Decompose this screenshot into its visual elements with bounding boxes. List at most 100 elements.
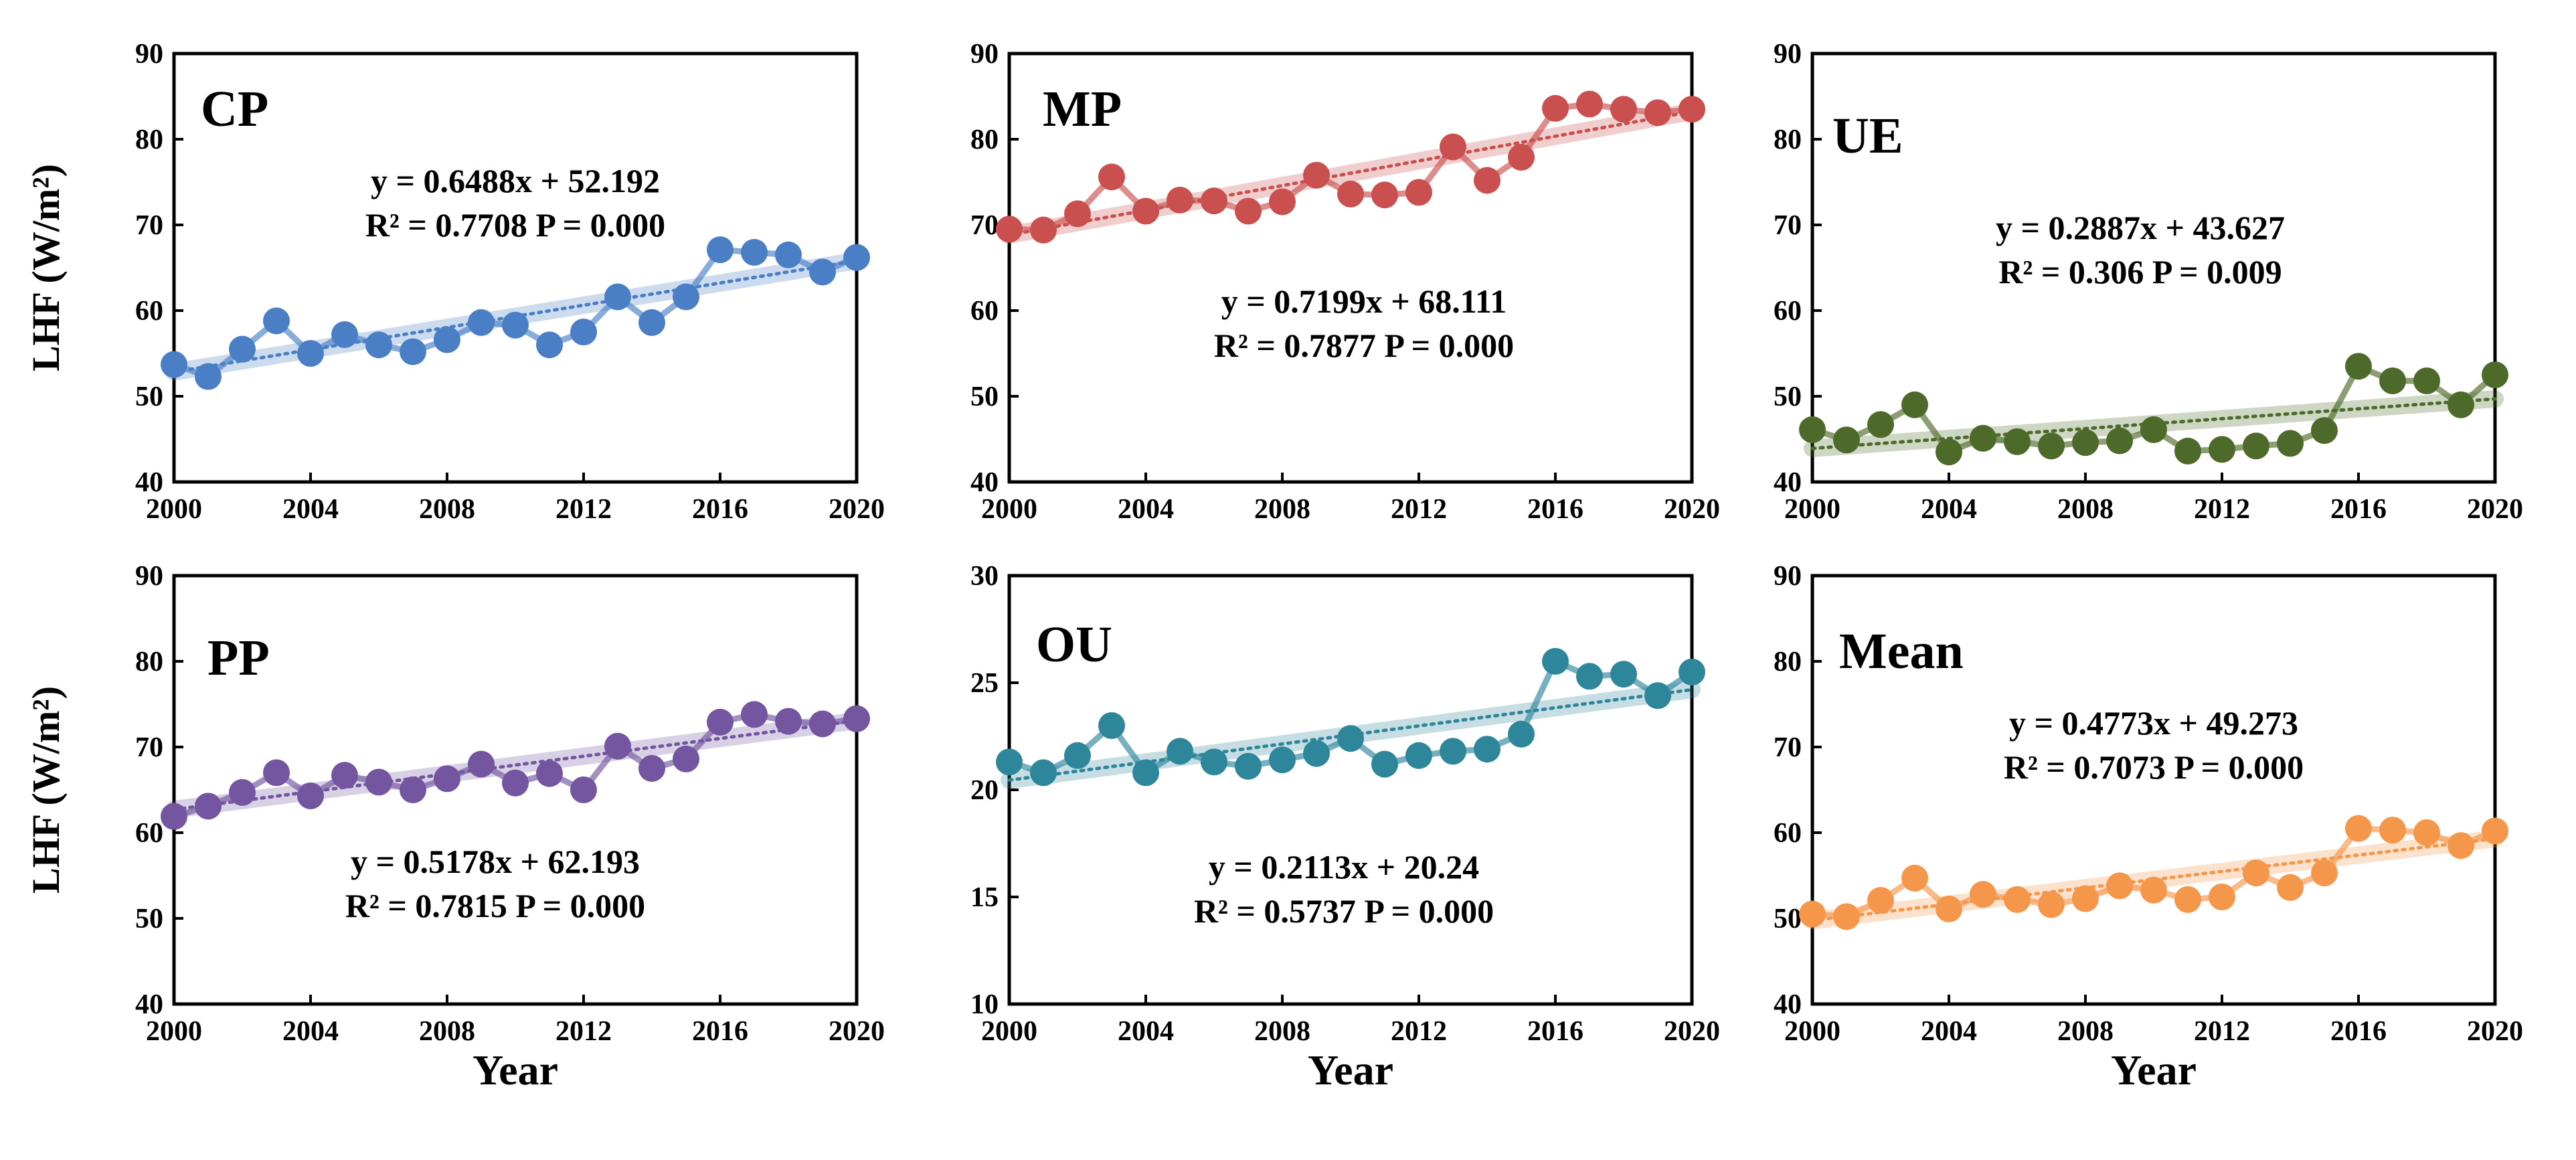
panel-title: Mean [1839, 623, 1964, 679]
x-tick-label: 2000 [1784, 494, 1840, 525]
data-point [1610, 96, 1637, 123]
data-point [1542, 94, 1569, 122]
data-point [1030, 216, 1057, 244]
x-tick-label: 2008 [2057, 494, 2114, 525]
regression-stats: R² = 0.7708 P = 0.000 [365, 206, 665, 244]
data-point [1833, 426, 1860, 454]
data-point [1901, 391, 1928, 418]
y-tick-label: 80 [135, 125, 163, 155]
data-point [434, 765, 460, 793]
y-tick-label: 20 [970, 775, 999, 806]
data-point [365, 331, 392, 359]
data-point [1303, 161, 1330, 189]
regression-equation: y = 0.4773x + 49.273 [2009, 704, 2298, 742]
data-point [1235, 752, 1262, 780]
data-point [1936, 895, 1962, 922]
data-point [2413, 367, 2440, 394]
data-point [1867, 887, 1894, 914]
data-point [2482, 817, 2508, 845]
data-point [2004, 428, 2031, 455]
y-tick-label: 25 [970, 668, 999, 699]
y-tick-label: 80 [1774, 647, 1802, 677]
data-point [1337, 725, 1364, 752]
data-point [1508, 143, 1535, 171]
plot-frame [1007, 52, 1694, 484]
panel-title: CP [201, 81, 268, 137]
x-tick-label: 2004 [1921, 494, 1977, 525]
y-tick-label: 30 [970, 561, 999, 592]
x-tick-label: 2020 [2467, 1016, 2523, 1047]
data-point [1867, 411, 1894, 438]
y-tick-label: 70 [1774, 732, 1802, 763]
data-point [502, 769, 529, 797]
data-point [996, 748, 1023, 776]
data-point [604, 732, 631, 760]
regression-equation: y = 0.6488x + 52.192 [371, 162, 660, 199]
data-point [2482, 361, 2508, 388]
data-point [2106, 872, 2133, 900]
data-point [1337, 180, 1364, 208]
y-axis-label: LHF (W/m²) [24, 686, 68, 894]
plot-frame [1810, 574, 2497, 1006]
data-point [2140, 416, 2167, 443]
panel-pp: 40 50 60 70 80 90 2000 2004 2008 2012 2016 2020 PP y … [24, 561, 885, 1094]
y-tick-label: 10 [970, 989, 999, 1020]
data-point [741, 238, 768, 266]
y-tick-label: 40 [1774, 467, 1802, 498]
regression-stats: R² = 0.7073 P = 0.000 [2004, 748, 2304, 786]
x-tick-label: 2016 [2330, 494, 2387, 525]
y-tick-label: 50 [1774, 382, 1802, 412]
data-point [1576, 663, 1603, 690]
regression-equation: y = 0.5178x + 62.193 [351, 843, 640, 880]
data-point [365, 768, 392, 796]
data-point [1030, 759, 1057, 786]
y-tick-label: 50 [135, 382, 163, 412]
x-tick-label: 2008 [1254, 1016, 1310, 1047]
data-point [843, 705, 870, 732]
panel-title: UE [1832, 108, 1903, 164]
x-tick-label: 2016 [2330, 1016, 2387, 1047]
y-tick-label: 60 [1774, 296, 1802, 327]
x-tick-label: 2020 [829, 1016, 885, 1047]
x-tick-label: 2016 [692, 494, 748, 525]
data-point [1201, 187, 1227, 215]
data-point [2277, 874, 2304, 901]
data-point [2311, 859, 2338, 887]
x-tick-label: 2020 [1664, 494, 1720, 525]
data-point [2038, 432, 2065, 460]
data-point [2140, 876, 2167, 904]
y-tick-label: 70 [1774, 210, 1802, 241]
trend-line [172, 719, 859, 811]
data-point [195, 363, 222, 390]
x-tick-label: 2004 [1921, 1016, 1977, 1047]
data-point [1201, 748, 1227, 776]
data-point [2072, 429, 2099, 457]
data-point [2243, 859, 2269, 887]
panel-mp: 40 50 60 70 80 90 2000 2004 2008 2012 2016 2020 MP y … [970, 39, 1720, 525]
data-point [1576, 90, 1603, 118]
data-point [1098, 163, 1125, 191]
y-tick-label: 90 [135, 39, 163, 70]
data-point [1936, 438, 1962, 466]
y-tick-label: 40 [135, 989, 163, 1020]
x-tick-label: 2008 [419, 494, 475, 525]
data-point [2072, 885, 2099, 912]
x-tick-label: 2000 [981, 494, 1037, 525]
data-point [1474, 736, 1500, 763]
data-point [400, 776, 426, 803]
data-point [1799, 900, 1826, 928]
data-point [2243, 432, 2269, 460]
data-point [331, 321, 358, 348]
y-tick-label: 90 [1774, 39, 1802, 70]
x-tick-label: 2004 [282, 494, 339, 525]
x-tick-label: 2000 [981, 1016, 1037, 1047]
y-axis-label: LHF (W/m²) [24, 164, 68, 371]
data-point [638, 309, 665, 336]
data-point [1064, 742, 1091, 769]
regression-stats: R² = 0.5737 P = 0.000 [1194, 892, 1494, 930]
data-point [775, 241, 802, 268]
plot-frame [172, 574, 859, 1006]
y-tick-label: 60 [970, 296, 999, 327]
data-point [161, 803, 187, 830]
